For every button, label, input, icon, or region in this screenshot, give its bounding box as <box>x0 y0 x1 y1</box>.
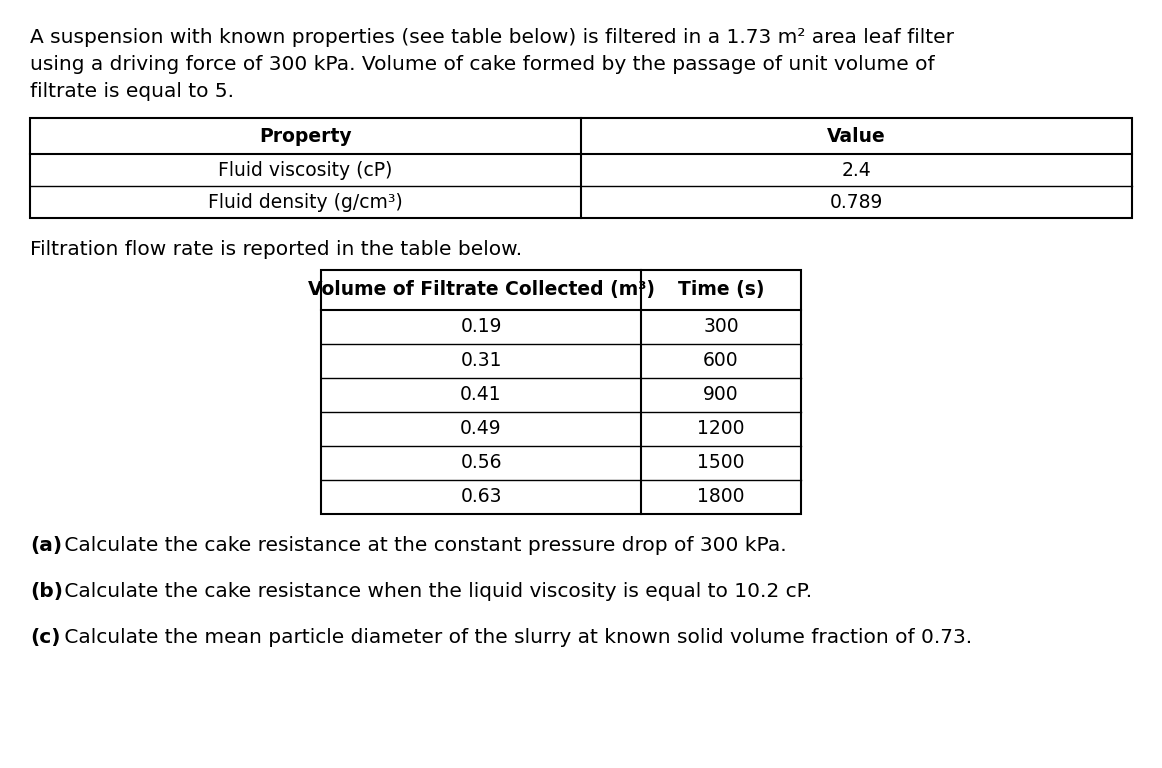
Text: 2.4: 2.4 <box>841 161 872 180</box>
Text: 1800: 1800 <box>697 488 745 507</box>
Text: 0.63: 0.63 <box>460 488 502 507</box>
Text: filtrate is equal to 5.: filtrate is equal to 5. <box>30 82 234 101</box>
Text: Volume of Filtrate Collected (m³): Volume of Filtrate Collected (m³) <box>308 280 654 300</box>
Text: 0.31: 0.31 <box>460 352 502 370</box>
Text: 0.49: 0.49 <box>460 419 502 439</box>
Text: Fluid density (g/cm³): Fluid density (g/cm³) <box>208 193 403 211</box>
Text: Filtration flow rate is reported in the table below.: Filtration flow rate is reported in the … <box>30 240 522 259</box>
Text: (a): (a) <box>30 536 62 555</box>
Text: 1500: 1500 <box>697 453 745 472</box>
Text: 0.41: 0.41 <box>460 386 502 405</box>
Text: Time (s): Time (s) <box>677 280 765 300</box>
Text: 300: 300 <box>703 317 739 336</box>
Text: 1200: 1200 <box>697 419 745 439</box>
Text: Calculate the cake resistance at the constant pressure drop of 300 kPa.: Calculate the cake resistance at the con… <box>58 536 787 555</box>
Text: 0.789: 0.789 <box>830 193 883 211</box>
Text: 0.19: 0.19 <box>460 317 502 336</box>
Text: Value: Value <box>827 127 885 145</box>
Text: Calculate the mean particle diameter of the slurry at known solid volume fractio: Calculate the mean particle diameter of … <box>58 628 973 647</box>
Text: 0.56: 0.56 <box>460 453 502 472</box>
Text: (b): (b) <box>30 582 63 601</box>
Text: (c): (c) <box>30 628 60 647</box>
Text: 900: 900 <box>703 386 739 405</box>
Text: Calculate the cake resistance when the liquid viscosity is equal to 10.2 cP.: Calculate the cake resistance when the l… <box>58 582 812 601</box>
Text: 600: 600 <box>703 352 739 370</box>
Text: Property: Property <box>259 127 352 145</box>
Bar <box>321 270 801 514</box>
Text: A suspension with known properties (see table below) is filtered in a 1.73 m² ar: A suspension with known properties (see … <box>30 28 954 47</box>
Bar <box>30 118 1132 218</box>
Text: using a driving force of 300 kPa. Volume of cake formed by the passage of unit v: using a driving force of 300 kPa. Volume… <box>30 55 934 74</box>
Text: Fluid viscosity (cP): Fluid viscosity (cP) <box>218 161 393 180</box>
